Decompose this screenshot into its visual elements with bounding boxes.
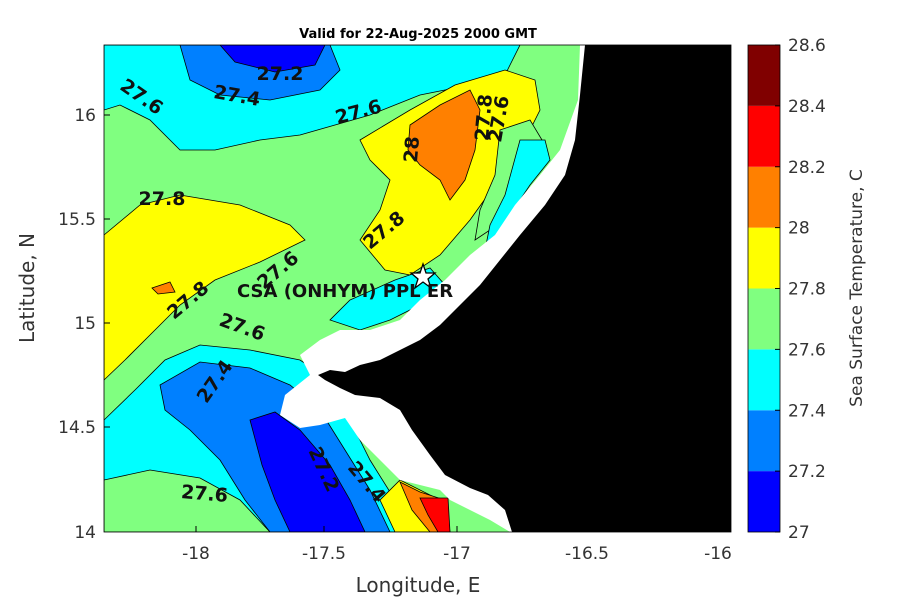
- x-axis: -18 -17.5 -17 -16.5 -16 Longitude, E: [182, 526, 732, 597]
- y-axis-label: Latitude, N: [15, 233, 39, 343]
- colorbar-swatch: [748, 166, 780, 228]
- colorbar-swatch: [748, 105, 780, 167]
- colorbar-swatch: [748, 288, 780, 350]
- sst-band-27-27.2-north: [219, 45, 326, 73]
- sst-band-28.2-28.4-south: [419, 497, 451, 532]
- colorbar-tick-label: 27.4: [788, 401, 826, 421]
- sst-band-27.8-28-west: [104, 194, 306, 381]
- plot-frame: [103, 44, 732, 533]
- sst-band-28-28.2-east: [407, 89, 481, 201]
- map-title: Valid for 22-Aug-2025 2000 GMT: [299, 27, 537, 42]
- contour-label: 27.8: [139, 188, 186, 210]
- x-axis-label: Longitude, E: [356, 573, 481, 597]
- contour-label: 27.6: [180, 481, 229, 507]
- colorbar-tick-label: 27: [788, 523, 810, 543]
- y-tick-label: 15: [74, 314, 96, 334]
- x-tick-label: -18: [182, 544, 210, 564]
- x-tick-label: -16.5: [565, 544, 609, 564]
- colorbar-swatch: [748, 45, 780, 106]
- colorbar-swatch: [748, 227, 780, 289]
- colorbar-tick-label: 28.2: [788, 158, 826, 178]
- sst-band-27.6-27.8-south: [104, 469, 271, 532]
- colorbar-label: Sea Surface Temperature, C: [847, 169, 867, 407]
- y-tick-label: 14: [74, 523, 96, 543]
- colorbar-swatch: [748, 410, 780, 472]
- contour-label: 27.2: [257, 63, 304, 85]
- colorbar-swatch: [748, 349, 780, 411]
- site-label: CSA (ONHYM) PPL ER: [237, 281, 453, 302]
- colorbar-tick-label: 28.6: [788, 36, 826, 56]
- sst-field: [104, 45, 731, 532]
- x-tick-label: -17.5: [302, 544, 346, 564]
- contour-label: 27.8: [471, 93, 497, 142]
- sst-warm-patch-west: [151, 281, 176, 295]
- y-axis: 16 15.5 15 14.5 14 Latitude, N: [15, 106, 110, 543]
- colorbar-tick-label: 27.6: [788, 340, 826, 360]
- sst-band-27-27.2-south: [249, 411, 366, 532]
- colorbar: 28.6 28.4 28.2 28 27.8 27.6 27.4 27.2 27 Sea Sur…: [747, 36, 867, 543]
- x-tick-label: -17: [443, 544, 471, 564]
- colorbar-tick-label: 27.2: [788, 462, 826, 482]
- y-tick-label: 15.5: [58, 210, 96, 230]
- contour-label: 28: [400, 135, 424, 163]
- colorbar-tick-label: 27.8: [788, 280, 826, 300]
- land-mass: [318, 45, 731, 532]
- y-tick-label: 14.5: [58, 418, 96, 438]
- x-tick-label: -16: [704, 544, 732, 564]
- colorbar-swatch: [748, 471, 780, 532]
- colorbar-tick-label: 28: [788, 219, 810, 239]
- colorbar-tick-label: 28.4: [788, 97, 826, 117]
- y-tick-label: 16: [74, 106, 96, 126]
- site-star-icon: [409, 261, 437, 290]
